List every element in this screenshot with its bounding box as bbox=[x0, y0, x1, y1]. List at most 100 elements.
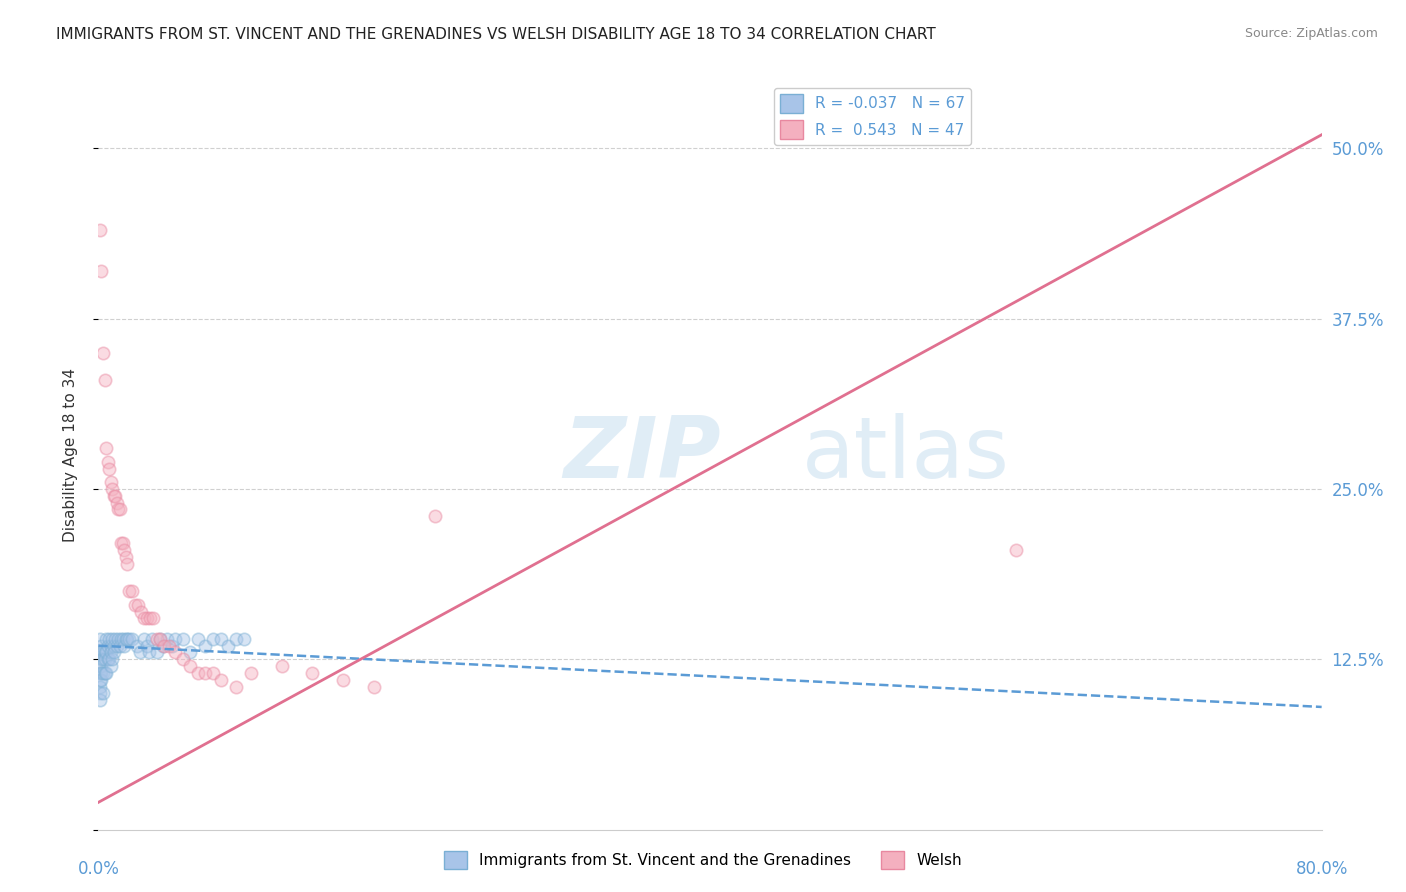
Point bbox=[163, 632, 186, 646]
Point bbox=[94, 632, 117, 646]
Point bbox=[101, 632, 124, 646]
Point bbox=[100, 639, 122, 653]
Point bbox=[115, 550, 138, 565]
Point bbox=[187, 632, 209, 646]
Text: Source: ZipAtlas.com: Source: ZipAtlas.com bbox=[1244, 27, 1378, 40]
Point bbox=[105, 639, 128, 653]
Text: atlas: atlas bbox=[801, 413, 1010, 497]
Point bbox=[98, 652, 121, 666]
Point bbox=[160, 639, 183, 653]
Point bbox=[98, 632, 121, 646]
Point bbox=[179, 645, 201, 659]
Point bbox=[91, 686, 114, 700]
Legend: R = -0.037   N = 67, R =  0.543   N = 47: R = -0.037 N = 67, R = 0.543 N = 47 bbox=[775, 88, 972, 145]
Point bbox=[91, 665, 114, 680]
Point bbox=[107, 502, 129, 516]
Point bbox=[90, 645, 112, 659]
Point bbox=[270, 659, 292, 673]
Point bbox=[124, 598, 146, 612]
Point bbox=[240, 665, 263, 680]
Point bbox=[202, 632, 225, 646]
Point bbox=[90, 665, 112, 680]
Point bbox=[103, 489, 125, 503]
Point bbox=[108, 502, 131, 516]
Point bbox=[89, 680, 111, 694]
Point bbox=[110, 536, 132, 550]
Point bbox=[127, 598, 149, 612]
Point bbox=[90, 639, 112, 653]
Point bbox=[89, 632, 111, 646]
Point bbox=[217, 639, 239, 653]
Point bbox=[101, 652, 124, 666]
Point bbox=[91, 345, 114, 359]
Point bbox=[225, 632, 247, 646]
Text: 80.0%: 80.0% bbox=[1295, 860, 1348, 878]
Point bbox=[93, 652, 115, 666]
Point bbox=[90, 673, 112, 687]
Point bbox=[125, 639, 148, 653]
Point bbox=[363, 680, 385, 694]
Point bbox=[115, 632, 138, 646]
Point bbox=[108, 639, 131, 653]
Point bbox=[129, 605, 152, 619]
Point bbox=[157, 639, 180, 653]
Point bbox=[93, 373, 115, 387]
Point bbox=[101, 482, 124, 496]
Point bbox=[93, 645, 115, 659]
Point bbox=[139, 611, 162, 625]
Point bbox=[104, 632, 127, 646]
Text: 0.0%: 0.0% bbox=[77, 860, 120, 878]
Point bbox=[136, 639, 159, 653]
Point bbox=[100, 659, 122, 673]
Point bbox=[179, 659, 201, 673]
Point bbox=[332, 673, 354, 687]
Point bbox=[97, 455, 120, 469]
Point bbox=[103, 639, 125, 653]
Point bbox=[111, 536, 134, 550]
Point bbox=[94, 645, 117, 659]
Point bbox=[145, 632, 167, 646]
Text: IMMIGRANTS FROM ST. VINCENT AND THE GRENADINES VS WELSH DISABILITY AGE 18 TO 34 : IMMIGRANTS FROM ST. VINCENT AND THE GREN… bbox=[56, 27, 936, 42]
Point bbox=[128, 645, 150, 659]
Point bbox=[100, 645, 122, 659]
Point bbox=[89, 686, 111, 700]
Point bbox=[98, 461, 121, 475]
Point bbox=[89, 693, 111, 707]
Point bbox=[121, 632, 143, 646]
Point bbox=[172, 652, 194, 666]
Point bbox=[93, 665, 115, 680]
Point bbox=[110, 632, 132, 646]
Point bbox=[121, 584, 143, 599]
Point bbox=[209, 632, 232, 646]
Point bbox=[90, 659, 112, 673]
Point bbox=[117, 557, 139, 571]
Point bbox=[112, 543, 135, 558]
Point bbox=[149, 632, 172, 646]
Point bbox=[163, 645, 186, 659]
Point bbox=[89, 665, 111, 680]
Point bbox=[149, 632, 172, 646]
Y-axis label: Disability Age 18 to 34: Disability Age 18 to 34 bbox=[63, 368, 77, 542]
Point bbox=[138, 645, 160, 659]
Point bbox=[97, 652, 120, 666]
Point bbox=[153, 639, 176, 653]
Point bbox=[152, 639, 174, 653]
Point bbox=[202, 665, 225, 680]
Point bbox=[232, 632, 254, 646]
Point bbox=[141, 632, 163, 646]
Text: ZIP: ZIP bbox=[564, 413, 721, 497]
Point bbox=[89, 673, 111, 687]
Point bbox=[111, 632, 134, 646]
Point bbox=[156, 632, 179, 646]
Point bbox=[105, 495, 128, 509]
Point bbox=[172, 632, 194, 646]
Point bbox=[89, 645, 111, 659]
Point bbox=[194, 639, 217, 653]
Point bbox=[89, 659, 111, 673]
Point bbox=[145, 645, 167, 659]
Point bbox=[301, 665, 323, 680]
Point bbox=[112, 639, 135, 653]
Point bbox=[100, 475, 122, 490]
Point bbox=[142, 611, 165, 625]
Point bbox=[118, 584, 141, 599]
